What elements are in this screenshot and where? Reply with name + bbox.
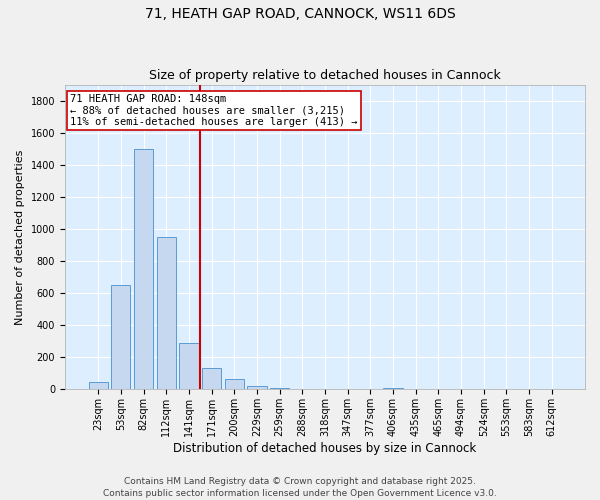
Text: 71 HEATH GAP ROAD: 148sqm
← 88% of detached houses are smaller (3,215)
11% of se: 71 HEATH GAP ROAD: 148sqm ← 88% of detac… bbox=[70, 94, 358, 127]
Bar bbox=[179, 343, 199, 390]
Bar bbox=[157, 237, 176, 390]
Y-axis label: Number of detached properties: Number of detached properties bbox=[15, 150, 25, 324]
Text: Contains HM Land Registry data © Crown copyright and database right 2025.
Contai: Contains HM Land Registry data © Crown c… bbox=[103, 476, 497, 498]
Bar bbox=[111, 285, 130, 390]
Bar bbox=[383, 388, 403, 390]
Bar bbox=[270, 388, 289, 390]
Bar bbox=[247, 386, 266, 390]
Bar bbox=[293, 388, 312, 390]
Bar bbox=[89, 382, 108, 390]
Text: 71, HEATH GAP ROAD, CANNOCK, WS11 6DS: 71, HEATH GAP ROAD, CANNOCK, WS11 6DS bbox=[145, 8, 455, 22]
Title: Size of property relative to detached houses in Cannock: Size of property relative to detached ho… bbox=[149, 69, 501, 82]
Bar bbox=[134, 148, 153, 390]
X-axis label: Distribution of detached houses by size in Cannock: Distribution of detached houses by size … bbox=[173, 442, 476, 455]
Bar bbox=[202, 368, 221, 390]
Bar bbox=[224, 379, 244, 390]
